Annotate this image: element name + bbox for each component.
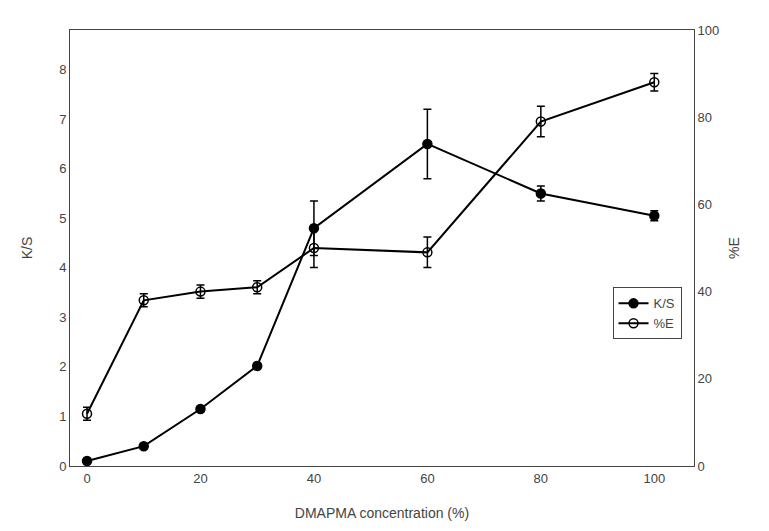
svg-text:40: 40 xyxy=(698,284,712,299)
svg-text:DMAPMA concentration (%): DMAPMA concentration (%) xyxy=(295,505,469,521)
svg-text:80: 80 xyxy=(534,471,548,486)
svg-text:K/S: K/S xyxy=(19,237,35,260)
svg-text:0: 0 xyxy=(83,471,90,486)
svg-text:%E: %E xyxy=(654,316,675,331)
svg-text:0: 0 xyxy=(698,459,705,474)
svg-text:7: 7 xyxy=(59,112,66,127)
svg-text:0: 0 xyxy=(59,459,66,474)
svg-text:K/S: K/S xyxy=(654,296,675,311)
svg-text:100: 100 xyxy=(698,23,720,38)
svg-text:1: 1 xyxy=(59,409,66,424)
svg-text:20: 20 xyxy=(193,471,207,486)
svg-text:40: 40 xyxy=(307,471,321,486)
svg-text:%E: %E xyxy=(726,237,742,259)
svg-text:2: 2 xyxy=(59,359,66,374)
svg-text:4: 4 xyxy=(59,260,66,275)
svg-text:20: 20 xyxy=(698,371,712,386)
svg-text:100: 100 xyxy=(643,471,665,486)
svg-text:6: 6 xyxy=(59,161,66,176)
svg-text:80: 80 xyxy=(698,110,712,125)
svg-text:3: 3 xyxy=(59,310,66,325)
svg-text:5: 5 xyxy=(59,211,66,226)
svg-text:8: 8 xyxy=(59,62,66,77)
svg-text:60: 60 xyxy=(420,471,434,486)
svg-text:60: 60 xyxy=(698,197,712,212)
